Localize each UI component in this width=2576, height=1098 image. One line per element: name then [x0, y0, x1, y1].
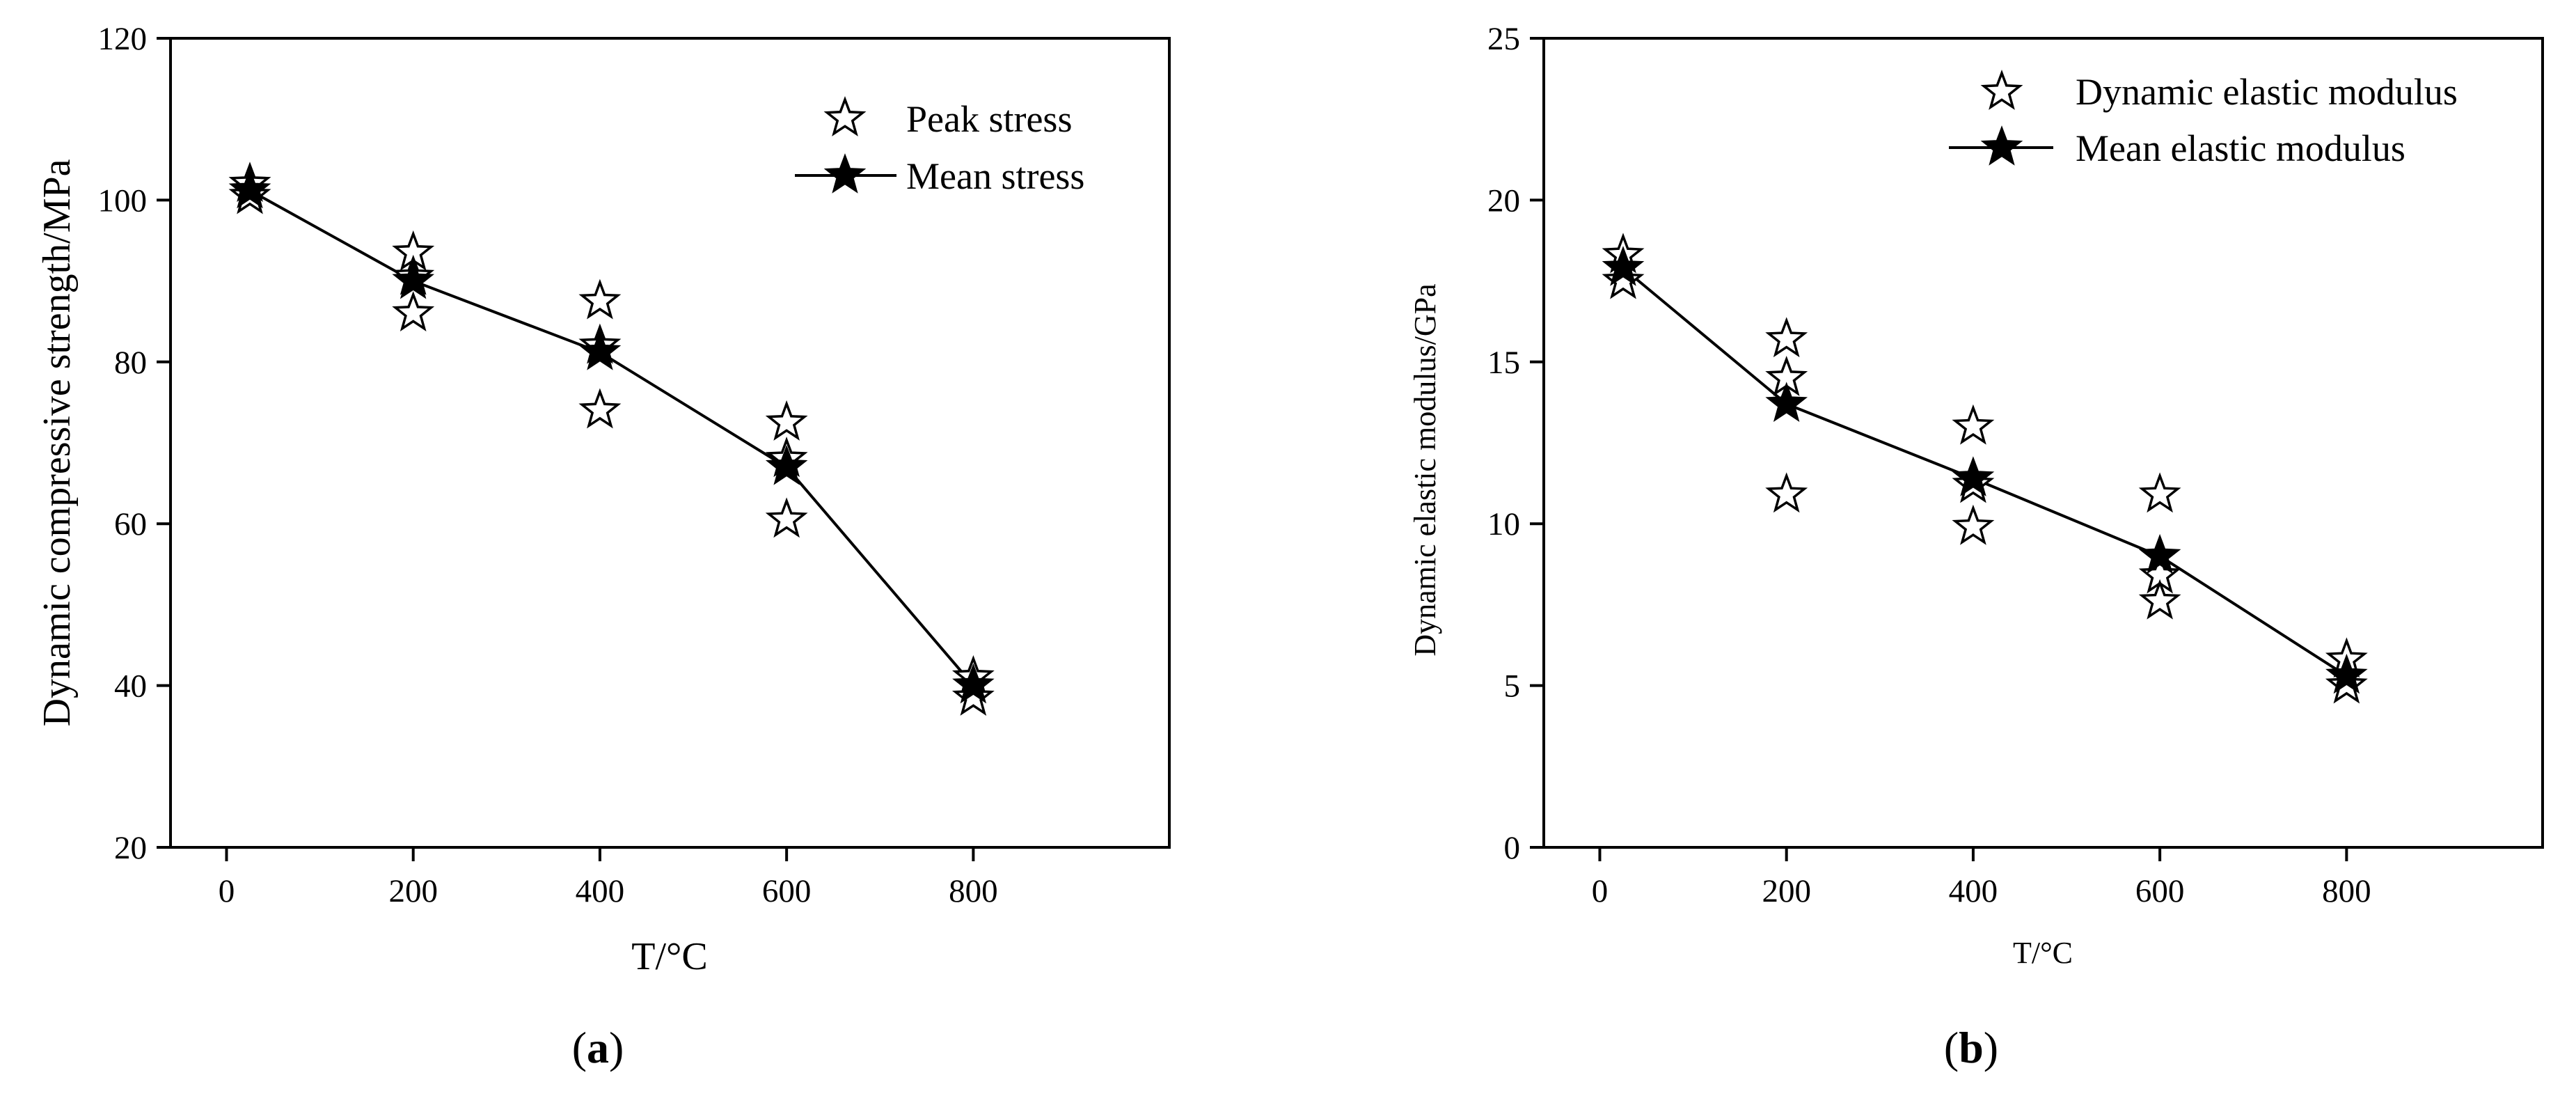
- filled-star-marker: [392, 258, 435, 299]
- y-tick-label: 25: [1487, 21, 1520, 57]
- y-ticks-b: 0 5 10 15 20 25: [1487, 21, 1544, 866]
- x-tick-label: 0: [219, 873, 235, 909]
- mean-line-a: [249, 189, 974, 687]
- peak-stress-markers: [228, 162, 995, 716]
- y-tick-label: 20: [1487, 182, 1520, 219]
- open-star-marker: [951, 675, 995, 716]
- open-star-marker: [1765, 472, 1808, 513]
- mean-stress-markers: [228, 168, 995, 704]
- legend-b-dynamic-label: Dynamic elastic modulus: [2076, 71, 2458, 113]
- legend-a-filled-star-icon: [823, 153, 867, 194]
- filled-star-marker: [765, 445, 808, 485]
- legend-b-mean-label: Mean elastic modulus: [2076, 127, 2405, 169]
- x-tick-label: 200: [1762, 873, 1811, 909]
- dynamic-modulus-markers: [1602, 233, 2368, 704]
- filled-star-marker: [952, 663, 995, 704]
- x-tick-label: 600: [762, 873, 812, 909]
- x-tick-label: 400: [576, 873, 625, 909]
- plot-frame-b: [1542, 37, 2544, 849]
- x-tick-label: 200: [388, 873, 438, 909]
- x-axis-label-a: T/°C: [631, 935, 708, 978]
- legend-a-open-star-icon: [823, 96, 867, 136]
- y-axis-label-b: Dynamic elastic modulus/GPa: [1408, 283, 1442, 656]
- y-tick-label: 20: [114, 830, 147, 866]
- x-tick-label: 800: [949, 873, 998, 909]
- y-axis-label-a: Dynamic compressive strength/MPa: [35, 159, 79, 726]
- x-ticks-b: 0 200 400 600 800: [1592, 847, 2371, 909]
- open-star-marker: [578, 388, 622, 429]
- caption-b-letter: b: [1959, 1023, 1984, 1072]
- panel-a: 20 40 60 80 100 120 0 200 400 600 800 T/°C Dynami…: [35, 21, 1171, 1072]
- filled-star-marker: [578, 330, 622, 370]
- filled-star-marker: [2325, 653, 2368, 694]
- filled-star-marker: [228, 168, 271, 209]
- open-star-marker: [578, 279, 622, 320]
- x-tick-label: 600: [2135, 873, 2185, 909]
- filled-star-marker: [1602, 246, 1645, 286]
- y-tick-label: 0: [1504, 830, 1521, 866]
- open-star-marker: [1602, 258, 1645, 299]
- x-tick-label: 400: [1949, 873, 1998, 909]
- y-tick-label: 80: [114, 345, 147, 381]
- x-tick-label: 800: [2322, 873, 2371, 909]
- caption-b: (b): [1944, 1023, 1998, 1072]
- y-tick-label: 10: [1487, 506, 1520, 542]
- filled-star-marker: [2138, 533, 2181, 574]
- y-tick-label: 60: [114, 506, 147, 542]
- open-star-marker: [2138, 472, 2181, 513]
- open-star-marker: [1952, 504, 1995, 545]
- open-star-marker: [2138, 579, 2181, 620]
- mean-modulus-markers: [1602, 246, 2368, 694]
- open-star-marker: [765, 497, 808, 538]
- y-tick-label: 120: [98, 21, 148, 57]
- open-star-marker: [1765, 317, 1808, 358]
- legend-a-peak-label: Peak stress: [906, 98, 1072, 140]
- x-axis-label-b: T/°C: [2013, 936, 2073, 970]
- legend-b-open-star-icon: [1980, 70, 2023, 110]
- open-star-marker: [392, 291, 435, 331]
- y-tick-label: 40: [114, 668, 147, 705]
- y-tick-label: 5: [1504, 668, 1521, 705]
- y-ticks-a: 20 40 60 80 100 120: [98, 21, 171, 866]
- caption-a: (a): [572, 1023, 624, 1072]
- caption-a-letter: a: [587, 1023, 609, 1072]
- legend-a-mean-label: Mean stress: [906, 155, 1084, 197]
- open-star-marker: [1952, 404, 1995, 445]
- legend-b: Dynamic elastic modulus Mean elastic mod…: [1949, 70, 2458, 169]
- legend-a: Peak stress Mean stress: [795, 96, 1084, 197]
- filled-star-marker: [1952, 456, 1995, 496]
- open-star-marker: [765, 400, 808, 441]
- x-tick-label: 0: [1592, 873, 1609, 909]
- y-tick-label: 15: [1487, 345, 1520, 381]
- x-ticks-a: 0 200 400 600 800: [219, 847, 998, 909]
- plot-frame-a: [169, 37, 1171, 849]
- y-tick-label: 100: [98, 182, 148, 219]
- legend-b-filled-star-icon: [1980, 125, 2023, 166]
- filled-star-marker: [1765, 382, 1808, 423]
- panel-b: 0 5 10 15 20 25 0 200 400 600 800 T/°C Dynamic el…: [1408, 21, 2544, 1072]
